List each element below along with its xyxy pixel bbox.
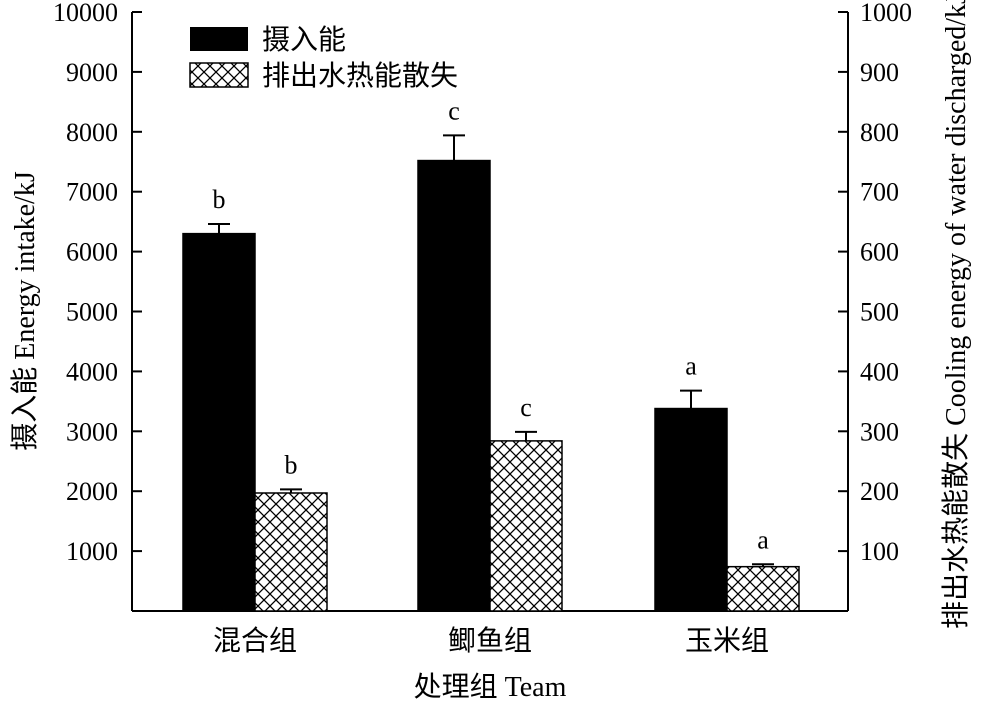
left-tick-label: 5000 <box>66 298 118 327</box>
bar-energy-intake <box>417 159 491 612</box>
category-labels: 混合组 鲫鱼组 玉米组 <box>213 625 769 657</box>
bars: b c a b c a <box>182 96 800 612</box>
left-tick-label: 4000 <box>66 357 118 386</box>
right-tick-label: 200 <box>860 477 899 506</box>
left-axis-title: 摄入能 Energy intake/kJ <box>9 171 41 451</box>
left-tick-label: 3000 <box>66 417 118 446</box>
bar-energy-intake <box>654 407 728 612</box>
left-tick-label: 10000 <box>53 0 118 27</box>
right-tick-label: 500 <box>860 298 899 327</box>
legend-swatch-cooling-energy <box>189 62 249 88</box>
x-axis-title: 处理组 Team <box>414 671 567 702</box>
legend-label-cooling-energy: 排出水热能散失 <box>262 60 458 92</box>
category-label: 鲫鱼组 <box>448 625 532 657</box>
significance-label: b <box>213 185 226 214</box>
category-label: 玉米组 <box>685 625 769 657</box>
left-ticks: 1000 2000 3000 4000 5000 6000 7000 8000 9000 1000… <box>53 0 142 566</box>
right-tick-label: 900 <box>860 58 899 87</box>
left-tick-label: 6000 <box>66 238 118 267</box>
significance-label: a <box>757 525 769 554</box>
legend: 摄入能 排出水热能散失 <box>189 24 458 92</box>
right-tick-label: 800 <box>860 118 899 147</box>
left-tick-label: 1000 <box>66 537 118 566</box>
bar-cooling-energy <box>254 492 328 612</box>
left-tick-label: 7000 <box>66 178 118 207</box>
right-tick-label: 700 <box>860 178 899 207</box>
left-tick-label: 9000 <box>66 58 118 87</box>
right-tick-label: 300 <box>860 417 899 446</box>
left-tick-label: 8000 <box>66 118 118 147</box>
bar-cooling-energy <box>726 565 800 612</box>
right-tick-label: 1000 <box>860 0 912 27</box>
bar-cooling-energy <box>489 440 563 612</box>
legend-label-energy-intake: 摄入能 <box>262 24 346 56</box>
significance-label: a <box>685 352 697 381</box>
right-axis-title: 排出水热能散失 Cooling energy of water discharg… <box>940 0 972 629</box>
category-label: 混合组 <box>213 625 297 657</box>
significance-label: c <box>520 393 532 422</box>
right-tick-label: 600 <box>860 238 899 267</box>
legend-swatch-energy-intake <box>190 27 248 51</box>
significance-label: b <box>285 450 298 479</box>
right-ticks: 100 200 300 400 500 600 700 800 900 1000 <box>838 0 912 566</box>
significance-label: c <box>448 96 460 125</box>
bar-energy-intake <box>182 232 256 612</box>
right-tick-label: 400 <box>860 357 899 386</box>
left-tick-label: 2000 <box>66 477 118 506</box>
right-tick-label: 100 <box>860 537 899 566</box>
